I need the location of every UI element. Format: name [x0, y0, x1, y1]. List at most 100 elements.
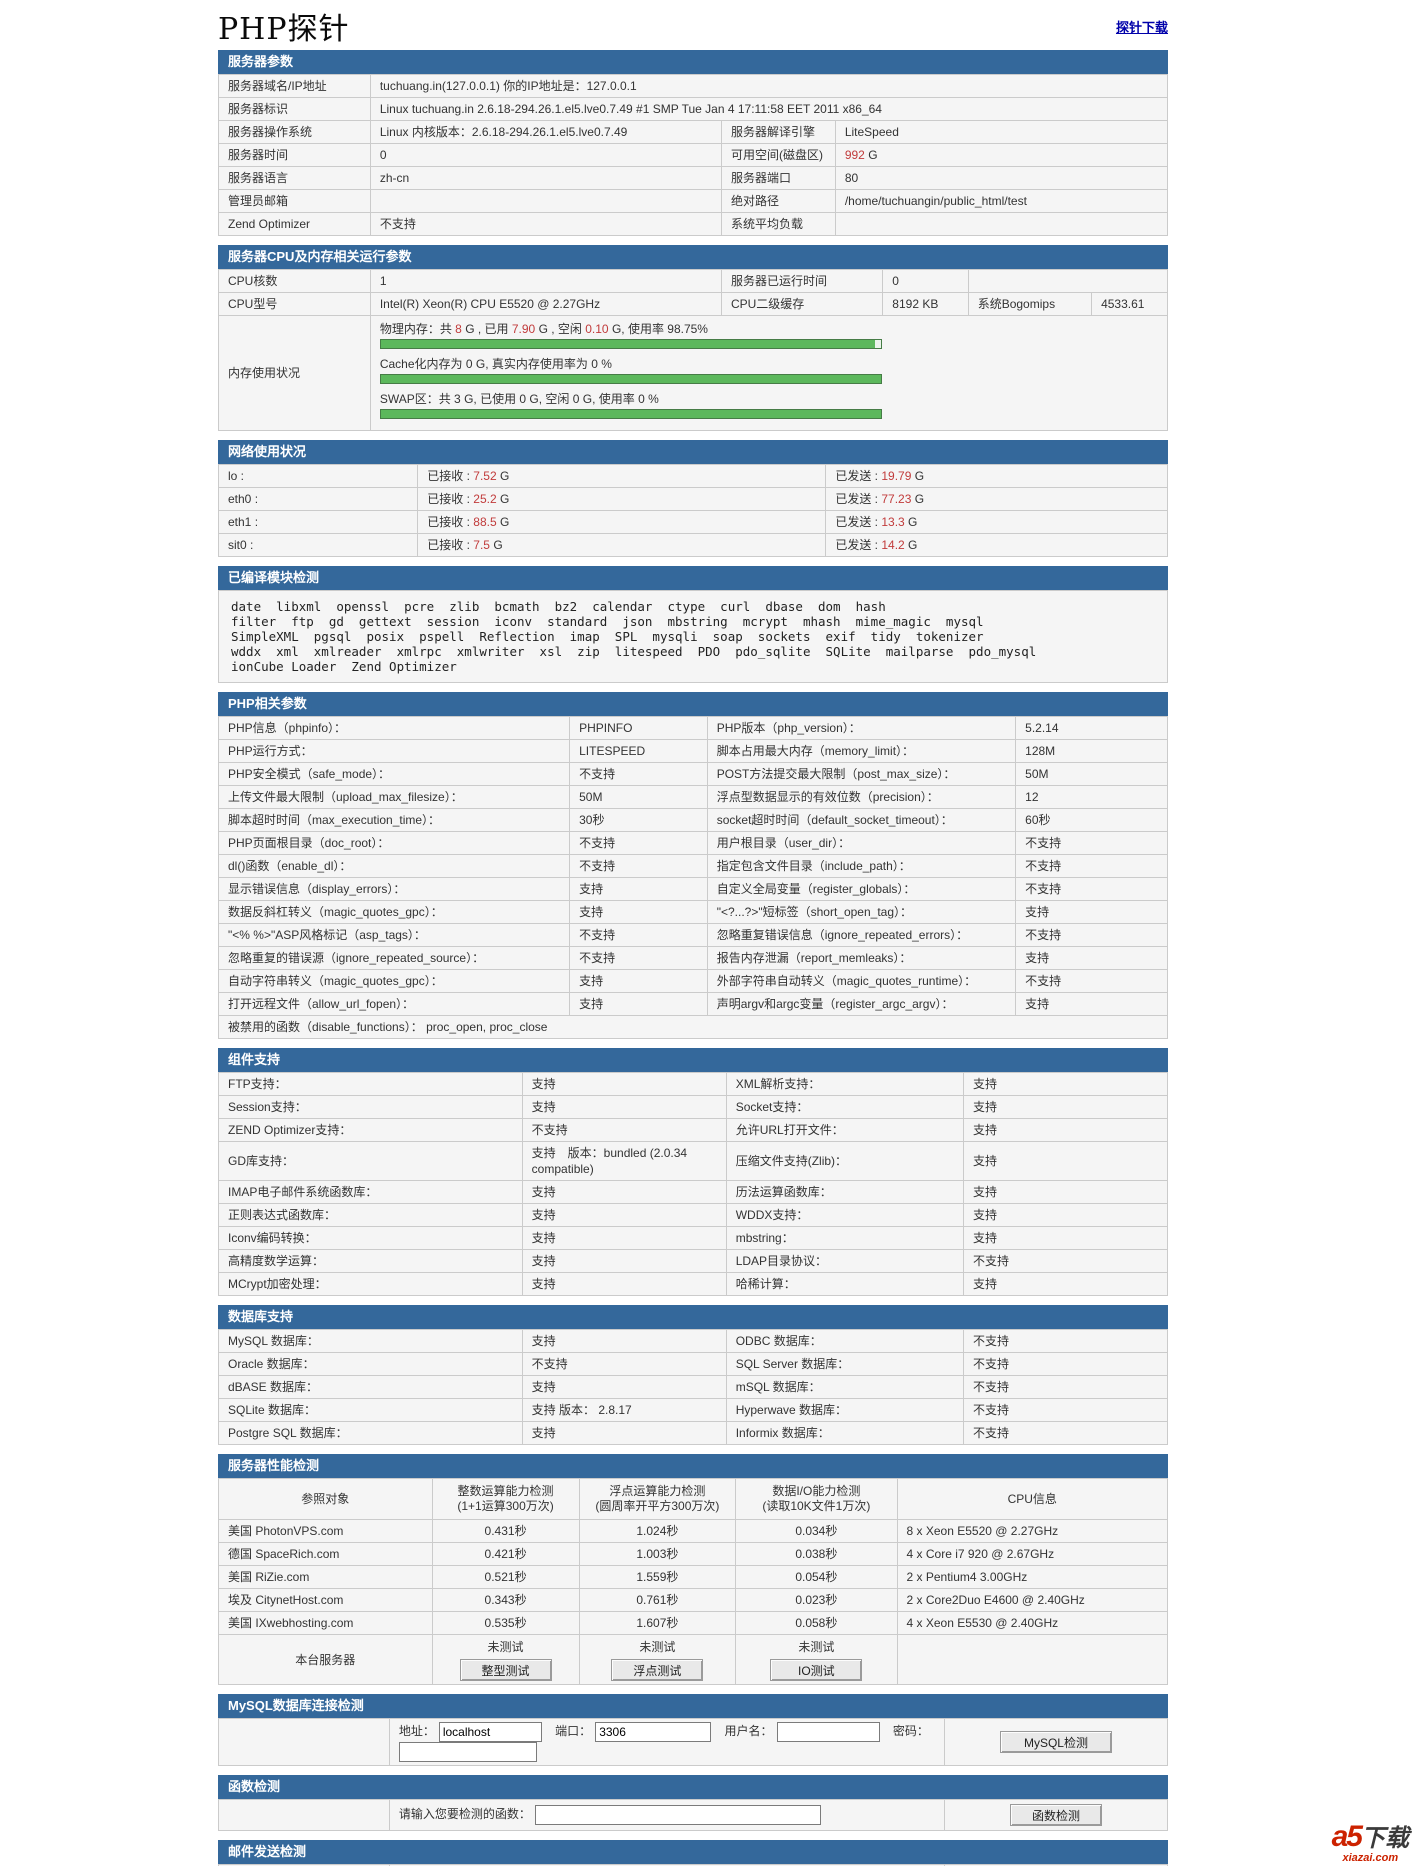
- cell: 2 x Core2Duo E4600 @ 2.40GHz: [896, 1588, 1169, 1612]
- section-header-compiled-modules: 已编译模块检测: [218, 566, 1168, 590]
- cell: 支持: [962, 1095, 1169, 1119]
- cell: 不支持: [569, 762, 708, 786]
- section-compiled-modules: 已编译模块检测 date libxml openssl pcre zlib bc…: [218, 566, 1168, 683]
- table-row: 脚本超时时间（max_execution_time）： 30秒 socket超时时间…: [217, 808, 1168, 832]
- table-row: 本台服务器 未测试 整型测试 未测试 浮点测试 未测试 IO测试: [218, 1634, 1169, 1685]
- float-test-button[interactable]: 浮点测试: [611, 1659, 704, 1681]
- function-name-input[interactable]: [534, 1805, 821, 1825]
- table-row: 自动字符串转义（magic_quotes_gpc）： 支持 外部字符串自动转义（ma…: [217, 969, 1168, 993]
- table-row: 被禁用的函数（disable_functions）： proc_open, pr…: [218, 1015, 1168, 1039]
- cell: tuchuang.in(127.0.0.1) 你的IP地址是：127.0.0.1: [369, 74, 1169, 98]
- integer-test-button[interactable]: 整型测试: [459, 1659, 552, 1681]
- topbar: PHP探针 探针下载: [218, 4, 1168, 48]
- databases-table: MySQL 数据库： 支持 ODBC 数据库： 不支持 Oracle 数据库： 不支持 SQ…: [218, 1329, 1169, 1445]
- cell: 支持: [521, 1072, 727, 1096]
- cell: 德国 SpaceRich.com: [218, 1542, 433, 1566]
- section-server-params: 服务器参数 服务器域名/IP地址 tuchuang.in(127.0.0.1) 你…: [218, 50, 1169, 236]
- table-row: Oracle 数据库： 不支持 SQL Server 数据库： 不支持: [218, 1352, 1169, 1376]
- mysql-port-input[interactable]: [595, 1722, 712, 1742]
- cell: 已发送 : 14.2 G: [825, 533, 1168, 557]
- cell: 30秒: [569, 808, 708, 832]
- cell: 不支持: [569, 946, 708, 970]
- section-header-databases: 数据库支持: [218, 1305, 1168, 1329]
- content-column: PHP探针 探针下载 服务器参数 服务器域名/IP地址 tuchuang.in(1…: [217, 4, 1169, 1866]
- cell: 支持: [521, 1249, 727, 1273]
- cell: 未测试 IO测试: [735, 1634, 898, 1685]
- cell: 浮点运算能力检测 (圆周率开平方300万次): [578, 1478, 737, 1520]
- function-check-button[interactable]: 函数检测: [1009, 1804, 1102, 1826]
- cell: 8 x Xeon E5520 @ 2.27GHz: [896, 1519, 1169, 1543]
- cell: 支持: [521, 1375, 727, 1399]
- cell: 不支持: [1015, 831, 1168, 855]
- cell: 数据I/O能力检测 (读取10K文件1万次): [735, 1478, 898, 1520]
- table-row: 服务器标识 Linux tuchuang.in 2.6.18-294.26.1.e…: [218, 97, 1169, 121]
- cell: 服务器端口: [720, 166, 836, 190]
- cell: 未测试 浮点测试: [578, 1634, 737, 1685]
- cell: 系统Bogomips: [967, 292, 1093, 316]
- table-row: 显示错误信息（display_errors）： 支持 自定义全局变量（registe…: [217, 877, 1168, 901]
- cell: PHP运行方式：: [217, 739, 571, 763]
- memory-usage-text: SWAP区：共 3 G, 已使用 0 G, 空闲 0 G, 使用率 0 %: [379, 392, 659, 406]
- cell: 支持: [962, 1072, 1169, 1096]
- table-row: MySQL 数据库： 支持 ODBC 数据库： 不支持: [218, 1329, 1169, 1353]
- cell: 高精度数学运算：: [218, 1249, 523, 1273]
- cell: 支持: [962, 1118, 1169, 1142]
- cell: 12: [1015, 785, 1168, 809]
- cell: [369, 189, 722, 213]
- probe-download-link[interactable]: 探针下载: [1115, 19, 1168, 35]
- cell: socket超时时间（default_socket_timeout）：: [706, 808, 1017, 832]
- cell: 支持: [521, 1203, 727, 1227]
- section-php-params: PHP相关参数 PHP信息（phpinfo）： PHPINFO PHP版本（php_…: [217, 692, 1168, 1039]
- cell: 0: [882, 269, 969, 293]
- table-row: lo : 已接收 : 7.52 G 已发送 : 19.79 G: [217, 464, 1168, 488]
- mysql-check-button[interactable]: MySQL检测: [999, 1731, 1112, 1753]
- cell: MySQL 数据库：: [218, 1329, 523, 1353]
- cell: 已发送 : 77.23 G: [825, 487, 1168, 511]
- section-cpu-memory: 服务器CPU及内存相关运行参数 CPU核数 1 服务器已运行时间 0 CPU型号 Inte…: [218, 245, 1169, 431]
- cell: PHP版本（php_version）：: [706, 716, 1017, 740]
- cell: 用户根目录（user_dir）：: [706, 831, 1017, 855]
- cell: 0.535秒: [431, 1611, 580, 1635]
- cell: 哈稀计算：: [725, 1272, 964, 1296]
- cell: 埃及 CitynetHost.com: [218, 1588, 433, 1612]
- cell: mbstring：: [725, 1226, 964, 1250]
- table-row: 服务器操作系统 Linux 内核版本：2.6.18-294.26.1.el5.lv…: [218, 120, 1169, 144]
- cell: 压缩文件支持(Zlib)：: [725, 1141, 964, 1181]
- cell: 已接收 : 88.5 G: [417, 510, 827, 534]
- io-test-button[interactable]: IO测试: [770, 1659, 863, 1681]
- cell: 参照对象: [218, 1478, 433, 1520]
- cell: 0.343秒: [431, 1588, 580, 1612]
- cell: 支持: [521, 1095, 727, 1119]
- cell: 支持: [1015, 900, 1168, 924]
- cell: CPU核数: [218, 269, 371, 293]
- cell: 不支持: [569, 854, 708, 878]
- cell: 可用空间(磁盘区): [720, 143, 836, 167]
- a5xiazai-watermark-logo: a5下载 xiazai.com: [1332, 1822, 1409, 1864]
- cell: 0.034秒: [735, 1519, 898, 1543]
- mail-check-table: 请输入您要检测的邮件地址： 邮件检测: [218, 1864, 1169, 1866]
- cell: 60秒: [1015, 808, 1168, 832]
- cell: 支持: [1015, 946, 1168, 970]
- table-row: IMAP电子邮件系统函数库： 支持 历法运算函数库： 支持: [218, 1180, 1169, 1204]
- cell: 不支持: [962, 1329, 1169, 1353]
- cell: Socket支持：: [725, 1095, 964, 1119]
- mysql-username-input[interactable]: [776, 1722, 880, 1742]
- page-title: PHP探针: [218, 12, 350, 47]
- cell: 不支持: [962, 1398, 1169, 1422]
- mysql-host-input[interactable]: [438, 1722, 542, 1742]
- table-row: 内存使用状况 物理内存：共 8 G , 已用 7.90 G , 空闲 0.10 G…: [218, 315, 1169, 431]
- cell: 4533.61: [1091, 292, 1168, 316]
- cell: Linux 内核版本：2.6.18-294.26.1.el5.lve0.7.49: [369, 120, 722, 144]
- table-row: eth1 : 已接收 : 88.5 G 已发送 : 13.3 G: [217, 510, 1168, 534]
- cell: 不支持: [962, 1249, 1169, 1273]
- table-row: Zend Optimizer 不支持 系统平均负载: [218, 212, 1169, 236]
- cell: Session支持：: [218, 1095, 523, 1119]
- table-row: 美国 IXwebhosting.com 0.535秒 1.607秒 0.058秒 4 x…: [218, 1611, 1169, 1635]
- cell: ODBC 数据库：: [725, 1329, 964, 1353]
- cell: 上传文件最大限制（upload_max_filesize）：: [217, 785, 571, 809]
- mysql-password-input[interactable]: [398, 1742, 537, 1762]
- table-row: CPU核数 1 服务器已运行时间 0: [218, 269, 1169, 293]
- section-mail-check: 邮件发送检测 请输入您要检测的邮件地址： 邮件检测: [218, 1840, 1169, 1866]
- table-row: 打开远程文件（allow_url_fopen）： 支持 声明argv和argc变量（…: [217, 992, 1168, 1016]
